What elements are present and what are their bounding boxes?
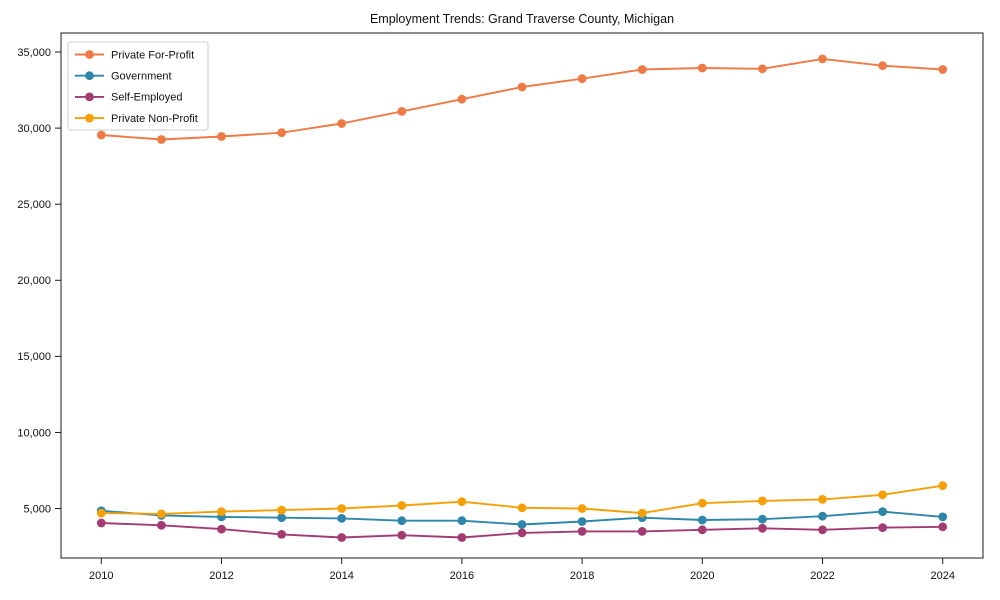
data-point-government — [517, 520, 527, 529]
data-point-private-non-profit — [397, 501, 407, 510]
data-point-private-non-profit — [577, 504, 587, 513]
data-point-private-non-profit — [337, 504, 347, 513]
data-point-government — [337, 514, 347, 523]
data-point-private-non-profit — [697, 498, 707, 508]
legend-marker-government — [85, 71, 94, 81]
data-point-private-for-profit — [457, 94, 467, 104]
data-point-private-non-profit — [217, 507, 226, 516]
y-tick-label: 35,000 — [17, 47, 51, 59]
data-point-private-non-profit — [96, 508, 106, 518]
data-point-private-non-profit — [878, 490, 887, 500]
x-tick-label: 2024 — [930, 570, 954, 582]
data-point-government — [938, 512, 948, 522]
y-tick-label: 25,000 — [17, 199, 51, 211]
data-point-government — [457, 516, 467, 526]
data-point-self-employed — [517, 528, 527, 538]
data-point-self-employed — [157, 520, 166, 530]
y-tick-label: 30,000 — [17, 123, 51, 135]
data-point-private-non-profit — [277, 505, 286, 515]
x-tick-label: 2010 — [89, 570, 113, 582]
data-point-private-non-profit — [517, 503, 527, 513]
data-point-self-employed — [217, 524, 226, 534]
axes: 5,000 10,000 15,000 20,000 25,000 30,000 35,00… — [17, 32, 984, 582]
data-point-self-employed — [818, 525, 827, 535]
data-point-self-employed — [96, 518, 106, 528]
y-tick-label: 20,000 — [17, 275, 51, 287]
x-tick-label: 2020 — [690, 570, 714, 582]
x-tick-label: 2014 — [329, 570, 353, 582]
legend-label-private-non-profit: Private Non-Profit — [111, 113, 198, 125]
data-point-self-employed — [457, 533, 467, 542]
data-point-self-employed — [277, 530, 286, 539]
data-point-government — [397, 516, 407, 526]
data-point-self-employed — [697, 525, 707, 535]
data-point-government — [577, 517, 587, 526]
data-point-private-for-profit — [818, 54, 827, 64]
data-point-self-employed — [337, 533, 347, 542]
data-point-government — [697, 515, 707, 525]
data-point-private-for-profit — [637, 65, 647, 74]
x-tick-label: 2018 — [570, 570, 594, 582]
data-point-private-non-profit — [157, 509, 166, 519]
data-point-private-for-profit — [157, 135, 166, 144]
data-point-private-for-profit — [337, 119, 347, 128]
data-point-government — [758, 514, 767, 524]
data-point-self-employed — [878, 523, 887, 532]
data-point-self-employed — [637, 527, 647, 536]
series-line-private-for-profit — [101, 57, 943, 141]
data-point-government — [818, 511, 827, 521]
x-tick-label: 2022 — [810, 570, 834, 582]
x-tick-label: 2016 — [450, 570, 474, 582]
data-point-private-for-profit — [217, 132, 226, 141]
data-point-private-non-profit — [938, 481, 948, 491]
data-point-private-non-profit — [637, 508, 647, 518]
data-point-private-non-profit — [818, 495, 827, 504]
series-group — [96, 54, 948, 542]
legend-box — [67, 41, 209, 131]
data-point-private-for-profit — [96, 130, 106, 140]
data-point-government — [878, 507, 887, 516]
legend: Private For-Profit Government Self-Employe… — [67, 41, 209, 131]
data-point-self-employed — [758, 523, 767, 533]
data-point-private-for-profit — [517, 82, 527, 92]
plot-border — [60, 32, 984, 559]
data-point-private-for-profit — [277, 128, 286, 138]
data-point-private-for-profit — [938, 65, 948, 74]
y-tick-label: 5,000 — [23, 503, 51, 515]
legend-label-self-employed: Self-Employed — [111, 92, 183, 104]
legend-marker-private-for-profit — [85, 50, 94, 59]
data-point-private-for-profit — [878, 61, 887, 71]
y-tick-label: 10,000 — [17, 427, 51, 439]
data-point-private-for-profit — [758, 64, 767, 74]
data-point-private-for-profit — [697, 63, 707, 73]
data-point-private-for-profit — [397, 107, 407, 116]
data-point-self-employed — [938, 522, 948, 532]
data-point-private-for-profit — [577, 74, 587, 84]
legend-marker-self-employed — [85, 92, 94, 102]
data-point-government — [277, 513, 286, 523]
legend-marker-private-non-profit — [85, 113, 94, 123]
chart-title: Employment Trends: Grand Traverse County… — [370, 12, 674, 26]
y-tick-label: 15,000 — [17, 351, 51, 363]
x-tick-label: 2012 — [209, 570, 233, 582]
data-point-self-employed — [577, 527, 587, 536]
data-point-self-employed — [397, 530, 407, 540]
legend-label-government: Government — [111, 71, 172, 83]
data-point-private-non-profit — [457, 497, 467, 507]
legend-label-private-for-profit: Private For-Profit — [111, 49, 194, 61]
data-point-private-non-profit — [758, 496, 767, 506]
